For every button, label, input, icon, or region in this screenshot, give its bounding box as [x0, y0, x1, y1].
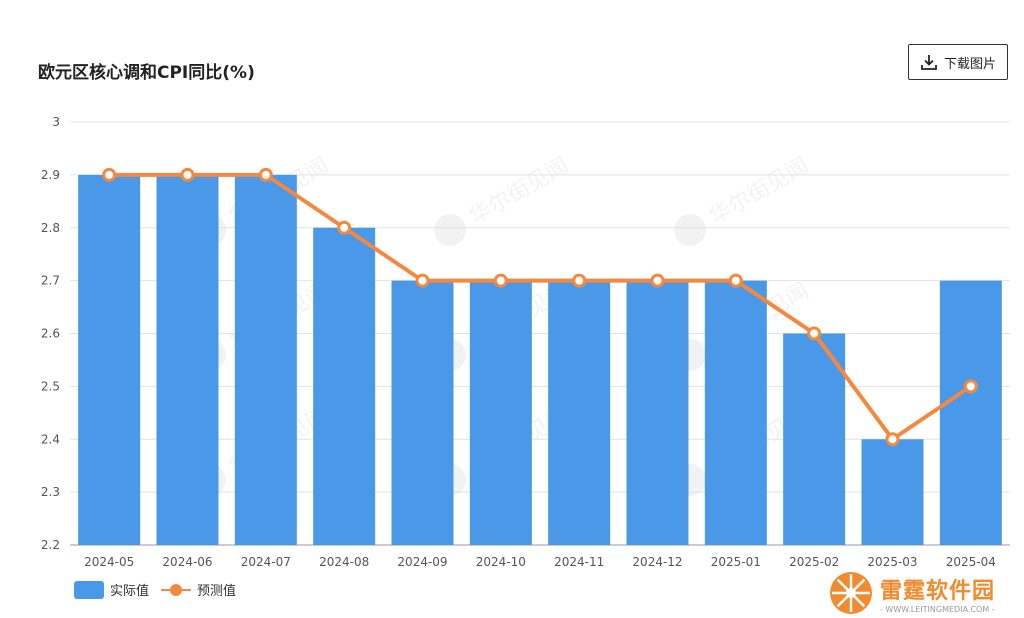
- forecast-point: [650, 273, 665, 288]
- legend-swatch-line: [161, 581, 192, 599]
- bar: [234, 174, 297, 545]
- watermark-logo-icon: [434, 214, 466, 246]
- bar: [939, 280, 1002, 545]
- x-tick-label: 2024-05: [84, 555, 134, 569]
- legend-label-forecast: 预测值: [197, 584, 237, 599]
- bar: [156, 174, 219, 545]
- x-tick-label: 2024-08: [319, 555, 369, 569]
- legend-item-actual[interactable]: 实际值: [74, 580, 149, 599]
- x-tick-label: 2024-11: [554, 555, 604, 569]
- forecast-point: [102, 167, 117, 182]
- legend: 实际值 预测值: [74, 580, 248, 599]
- forecast-point: [572, 273, 587, 288]
- watermark: 华尔街见闻: [434, 153, 573, 246]
- legend-item-forecast[interactable]: 预测值: [161, 580, 236, 599]
- bar: [704, 280, 767, 545]
- watermark-text: 华尔街见闻: [465, 153, 573, 230]
- bar: [469, 280, 532, 545]
- brand-name: 雷霆软件园: [880, 578, 996, 604]
- y-tick-label: 3: [52, 115, 60, 129]
- x-tick-label: 2024-12: [632, 555, 682, 569]
- x-tick-label: 2024-09: [397, 555, 447, 569]
- forecast-point: [963, 379, 978, 394]
- forecast-point: [885, 432, 900, 447]
- bar: [861, 439, 924, 545]
- legend-swatch-bar: [74, 580, 104, 599]
- x-tick-label: 2025-03: [867, 555, 917, 569]
- watermark-logo-icon: [674, 214, 706, 246]
- forecast-point: [337, 220, 352, 235]
- x-tick-label: 2025-01: [711, 555, 761, 569]
- bar: [391, 280, 454, 545]
- x-tick-label: 2024-07: [241, 555, 291, 569]
- y-tick-label: 2.9: [41, 168, 60, 182]
- y-tick-label: 2.8: [41, 221, 60, 235]
- forecast-point: [493, 273, 508, 288]
- watermark-text: 华尔街见闻: [705, 153, 813, 230]
- forecast-point: [728, 273, 743, 288]
- forecast-point: [415, 273, 430, 288]
- y-tick-label: 2.2: [41, 538, 60, 552]
- x-tick-label: 2025-04: [946, 555, 996, 569]
- bar: [313, 227, 376, 545]
- forecast-point: [258, 167, 273, 182]
- y-tick-label: 2.4: [41, 432, 60, 446]
- forecast-point: [807, 326, 822, 341]
- legend-label-actual: 实际值: [110, 584, 150, 599]
- bar: [548, 280, 611, 545]
- y-tick-label: 2.5: [41, 379, 60, 393]
- bar: [626, 280, 689, 545]
- orange-logo-icon: [830, 572, 872, 614]
- y-tick-label: 2.3: [41, 485, 60, 499]
- forecast-line: [109, 172, 972, 442]
- bar: [78, 174, 141, 545]
- download-icon: [920, 53, 938, 71]
- brand-url: - WWW.LEITINGMEDIA.COM -: [880, 604, 995, 614]
- x-tick-label: 2024-10: [476, 555, 526, 569]
- brand-logo: 雷霆软件园 - WWW.LEITINGMEDIA.COM -: [828, 570, 995, 616]
- page-title: 欧元区核心调和CPI同比(%): [38, 63, 255, 83]
- x-tick-label: 2024-06: [162, 555, 212, 569]
- y-tick-label: 2.7: [41, 274, 60, 288]
- bar: [783, 333, 846, 545]
- forecast-point: [180, 167, 195, 182]
- download-label: 下载图片: [943, 56, 996, 72]
- watermark: 华尔街见闻: [674, 153, 813, 246]
- download-image-button[interactable]: 下载图片: [908, 44, 1008, 80]
- y-tick-label: 2.6: [41, 327, 60, 341]
- x-tick-label: 2025-02: [789, 555, 839, 569]
